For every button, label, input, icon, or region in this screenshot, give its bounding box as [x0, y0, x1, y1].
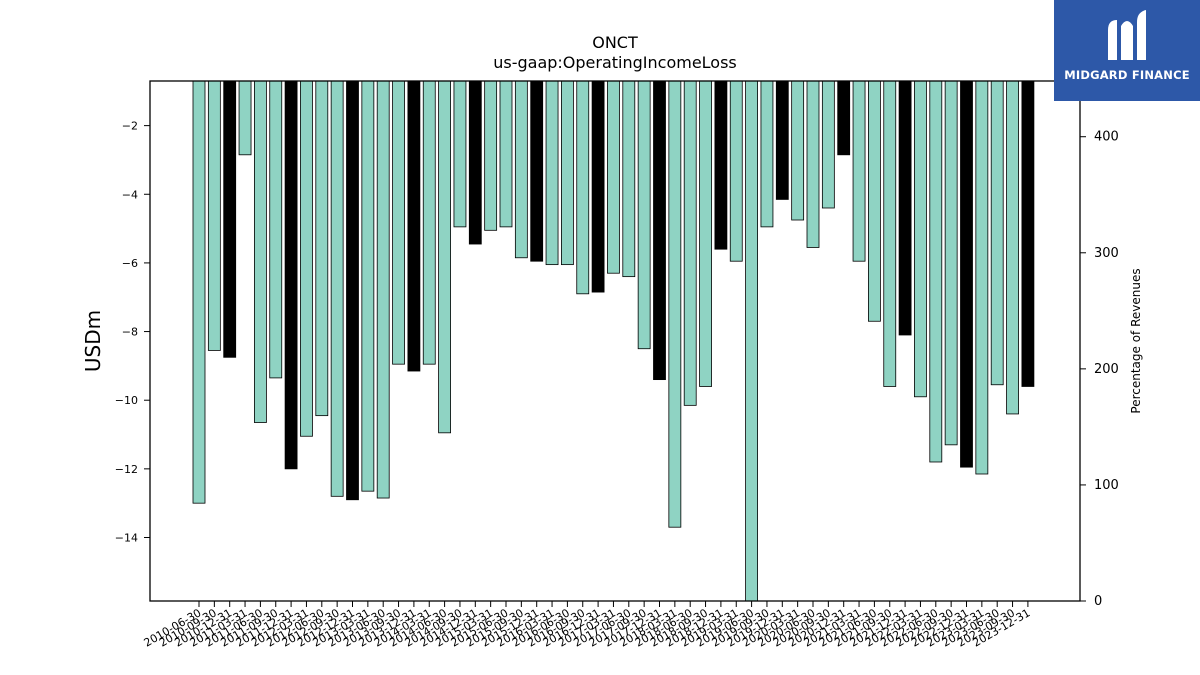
bar-2010-06-30	[192, 80, 206, 504]
bar-2022-03-31	[914, 80, 927, 398]
bar-2020-03-31	[791, 80, 805, 221]
bar-2010-09-30	[207, 80, 221, 351]
right-y-tick-label: 200	[1094, 362, 1119, 377]
bar-2023-09-30	[1006, 80, 1019, 415]
bar-2015-06-30	[499, 80, 513, 228]
bar-2017-12-31	[653, 80, 666, 381]
chart-title: ONCT	[592, 33, 638, 52]
bar-2018-03-31	[668, 80, 682, 528]
bar-2012-12-31	[346, 80, 359, 501]
chart-subtitle: us-gaap:OperatingIncomeLoss	[493, 53, 737, 72]
midgard-logo-icon	[1108, 10, 1146, 60]
bar-2012-09-30	[330, 80, 344, 497]
bar-2022-12-31	[960, 80, 973, 468]
bars-group	[192, 80, 1035, 602]
y-tick-label: −6	[122, 257, 138, 270]
bar-2018-12-31	[714, 80, 728, 250]
right-y-tick-label: 400	[1094, 130, 1119, 145]
bar-2019-12-31	[775, 80, 789, 200]
y-tick-label: −2	[122, 120, 138, 133]
bar-2015-09-30	[514, 80, 528, 259]
right-y-tick-label: 300	[1094, 246, 1119, 261]
right-y-tick-label: 0	[1094, 594, 1102, 609]
left-y-axis: −2 −4 −6 −8 −10 −12 −14	[115, 120, 150, 545]
y-tick-label: −14	[115, 532, 138, 545]
bar-2021-03-31	[852, 80, 866, 262]
plot-frame	[149, 80, 1081, 602]
bar-2014-09-30	[453, 80, 467, 228]
y-tick-label: −4	[122, 188, 138, 201]
x-axis: 2010-06-302010-09-302010-12-312011-03-31…	[142, 601, 1032, 650]
bar-2022-09-30	[944, 80, 958, 446]
bar-2017-09-30	[637, 80, 651, 350]
right-y-axis: 0 100 200 300 400	[1080, 130, 1119, 609]
bar-2011-06-30	[253, 80, 267, 423]
bar-2020-06-30	[806, 80, 820, 248]
bar-2014-03-31	[422, 80, 436, 365]
bar-2017-06-30	[622, 80, 636, 278]
bar-2015-12-31	[530, 80, 544, 262]
bar-2016-12-31	[591, 80, 605, 293]
bar-2019-06-30	[745, 80, 758, 602]
bar-2013-09-30	[392, 80, 405, 365]
bar-2021-06-30	[868, 80, 881, 322]
right-y-tick-label: 100	[1094, 478, 1119, 493]
y-axis-label: USDm	[81, 310, 105, 372]
bar-2020-09-30	[821, 80, 835, 209]
bar-2011-03-31	[238, 80, 252, 156]
bar-2017-03-31	[607, 80, 620, 274]
bar-2013-06-30	[376, 80, 390, 499]
bar-2014-12-31	[468, 80, 482, 245]
bar-2011-09-30	[269, 80, 283, 379]
bar-2021-09-30	[883, 80, 897, 387]
bar-2022-06-30	[929, 80, 943, 463]
bar-2016-09-30	[576, 80, 590, 295]
brand-logo: MIDGARD FINANCE	[1054, 0, 1200, 101]
y-tick-label: −8	[122, 326, 138, 339]
bar-2023-06-30	[990, 80, 1004, 386]
brand-name: MIDGARD FINANCE	[1064, 68, 1190, 82]
bar-2018-09-30	[699, 80, 712, 387]
bar-2023-12-31	[1021, 80, 1035, 387]
bar-2013-03-31	[361, 80, 375, 492]
bar-2010-12-31	[223, 80, 237, 358]
bar-2023-03-31	[975, 80, 989, 475]
bar-2020-12-31	[837, 80, 851, 156]
bar-2021-12-31	[898, 80, 912, 336]
bar-2016-06-30	[561, 80, 574, 266]
bar-2012-03-31	[300, 80, 313, 437]
bar-2015-03-31	[484, 80, 498, 231]
bar-2012-06-30	[315, 80, 329, 417]
bar-2018-06-30	[683, 80, 697, 406]
right-y-axis-label: Percentage of Revenues	[1129, 268, 1143, 413]
y-tick-label: −10	[115, 394, 138, 407]
bar-2011-12-31	[284, 80, 298, 470]
bar-2019-03-31	[729, 80, 743, 262]
bar-2016-03-31	[545, 80, 559, 266]
bar-2013-12-31	[407, 80, 421, 372]
bar-2019-09-30	[760, 80, 774, 228]
y-tick-label: −12	[115, 463, 138, 476]
bar-2014-06-30	[438, 80, 452, 434]
